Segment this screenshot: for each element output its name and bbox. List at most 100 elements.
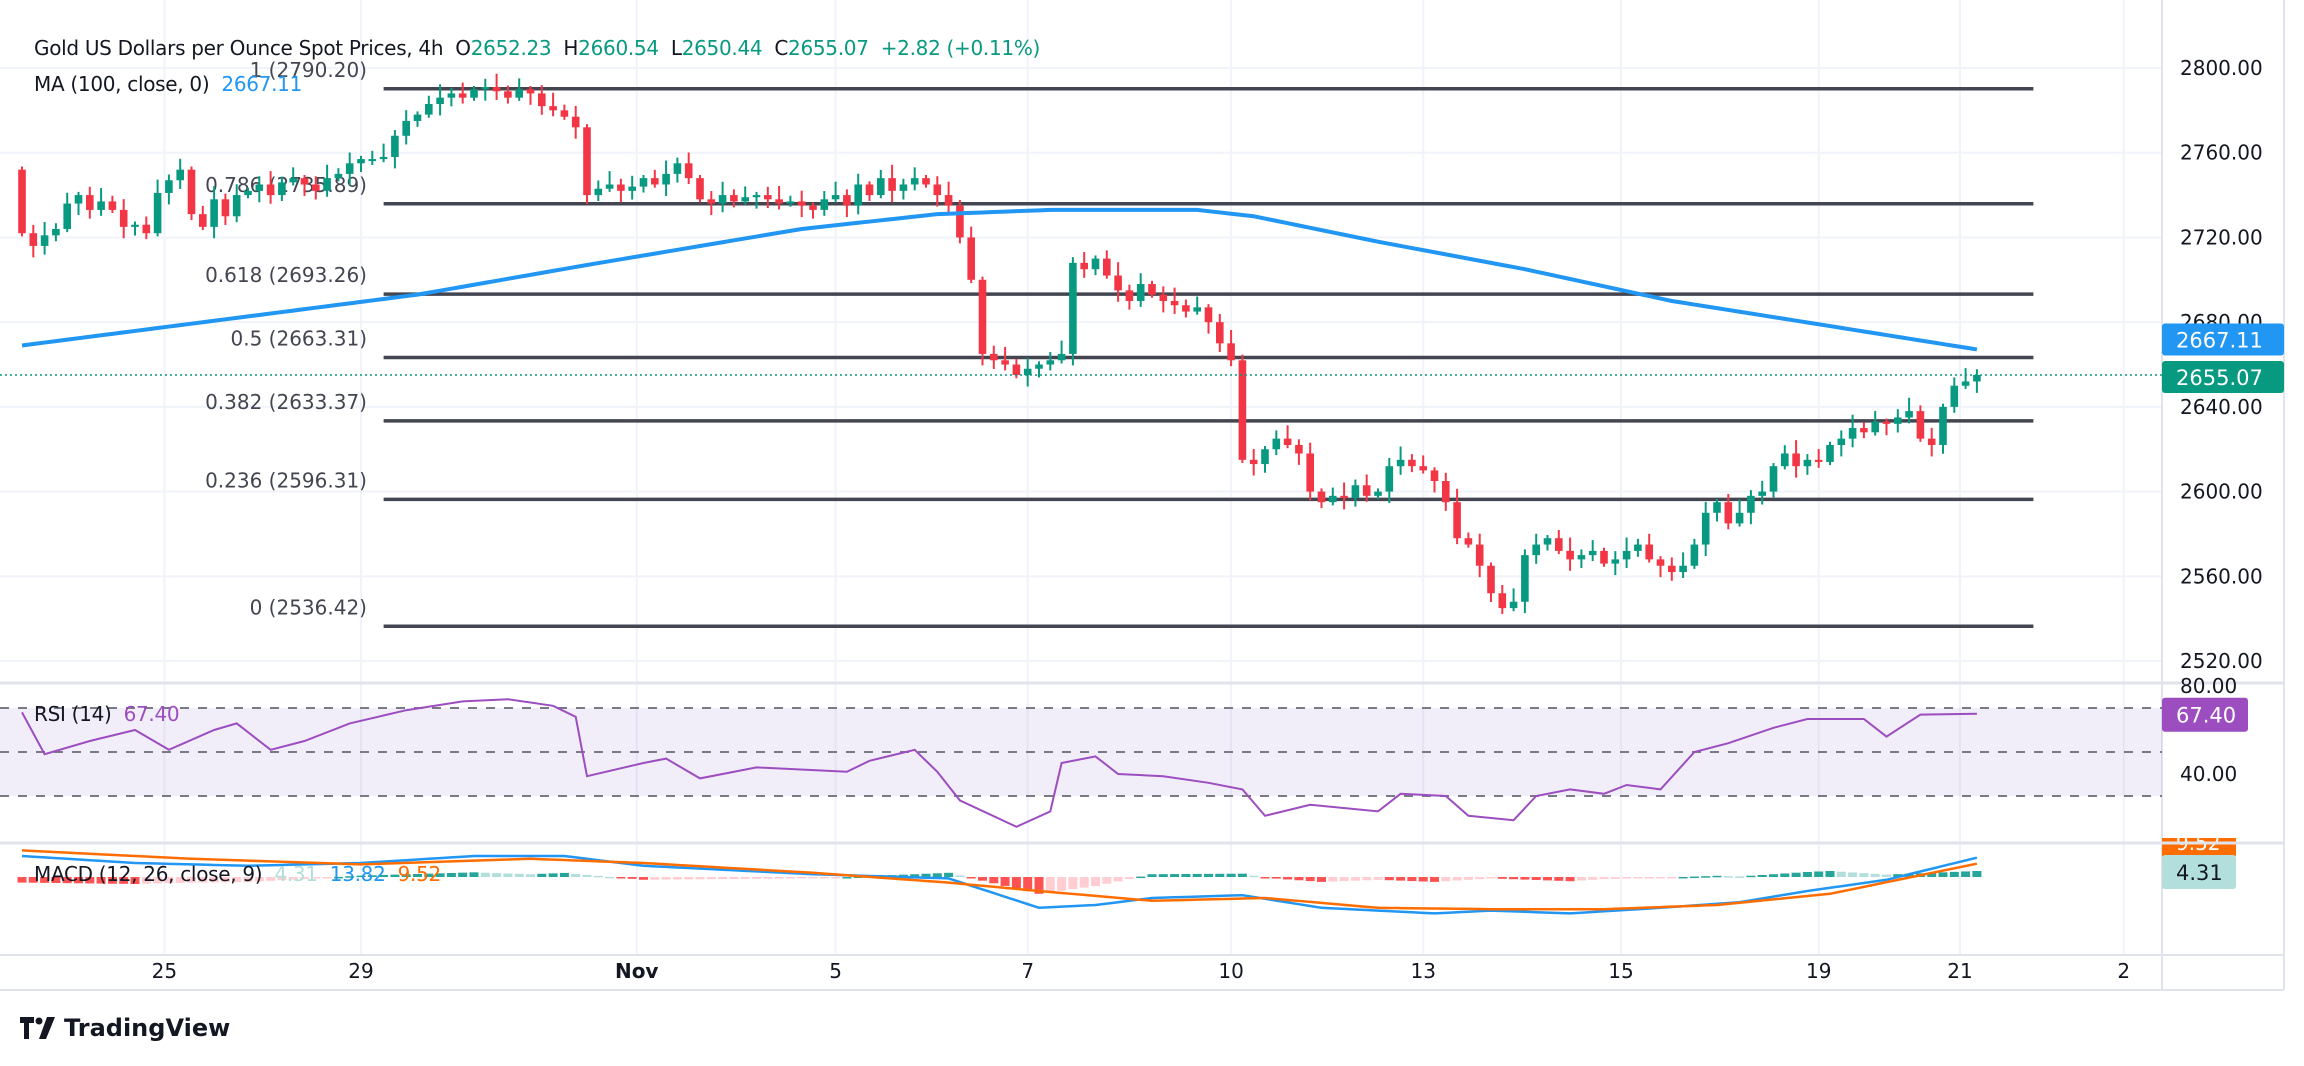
candle-body	[131, 224, 139, 227]
candle-body	[504, 91, 512, 98]
macd-histogram-bar	[1949, 871, 1959, 877]
candle-body	[1701, 512, 1710, 545]
candle-down	[1114, 262, 1122, 302]
candle-down	[18, 166, 26, 237]
macd-histogram-bar	[1260, 877, 1270, 879]
candle-up	[1973, 369, 1981, 393]
open-value: 2652.23	[470, 36, 552, 60]
candle-body	[1046, 360, 1055, 365]
macd-histogram-bar	[1023, 877, 1033, 892]
candle-down	[1159, 286, 1168, 313]
candle-body	[639, 178, 648, 187]
candle-body	[1249, 459, 1258, 465]
candle-up	[425, 95, 433, 118]
candle-body	[1351, 485, 1360, 498]
macd-histogram-bar	[446, 872, 456, 877]
candle-body	[662, 173, 670, 185]
candle-up	[605, 171, 614, 192]
macd-histogram-bar	[1486, 877, 1496, 879]
candle-down	[865, 181, 874, 202]
candle-body	[752, 195, 761, 198]
candle-body	[481, 87, 490, 90]
macd-legend[interactable]: MACD (12, 26, close, 9) 4.31 13.82 9.52	[34, 862, 447, 886]
candle-body	[831, 195, 840, 200]
candle-up	[831, 181, 840, 203]
candle-down	[764, 186, 772, 208]
candle-up	[436, 84, 444, 116]
candle-body	[1103, 258, 1111, 276]
candle-body	[1295, 445, 1303, 454]
macd-histogram-bar	[1689, 876, 1699, 879]
macd-histogram-bar	[1136, 876, 1146, 879]
macd-histogram-bar	[1588, 877, 1598, 880]
candle-up	[786, 195, 795, 207]
candle-up	[1023, 357, 1032, 387]
macd-histogram-bar	[808, 877, 818, 879]
candle-body	[1713, 502, 1721, 513]
rsi-axis-label: 80.00	[2180, 674, 2237, 698]
macd-histogram-bar	[1836, 871, 1846, 877]
tradingview-logo[interactable]: TradingView	[20, 1014, 230, 1042]
candle-body	[165, 180, 173, 193]
candle-body	[492, 87, 501, 92]
candle-body	[97, 201, 105, 210]
macd-histogram-bar	[1373, 877, 1383, 880]
candle-body	[538, 93, 546, 107]
fib-level-label: 0.236 (2596.31)	[205, 468, 367, 492]
candle-body	[1329, 495, 1337, 503]
time-axis-label: 29	[348, 959, 373, 983]
candle-up	[1543, 535, 1552, 551]
candle-up	[1509, 588, 1518, 612]
candle-body	[1577, 555, 1586, 560]
candle-down	[1362, 474, 1371, 502]
last-price-badge: 2655.07	[2162, 360, 2284, 393]
price-axis-label: 2600.00	[2180, 480, 2263, 504]
candle-body	[1792, 453, 1800, 467]
macd-histogram-bar	[28, 877, 38, 883]
candle-body	[526, 89, 535, 94]
candle-body	[741, 197, 749, 202]
candle-body	[1747, 495, 1755, 513]
candle-down	[1216, 313, 1224, 353]
candle-down	[967, 226, 975, 283]
candle-body	[470, 89, 478, 98]
badge-bg	[2162, 697, 2248, 732]
candle-down	[1170, 287, 1179, 314]
candle-up	[232, 184, 241, 223]
macd-histogram-bar	[1463, 877, 1473, 880]
candle-up	[63, 192, 71, 233]
macd-histogram-bar	[220, 877, 230, 883]
macd-histogram-bar	[559, 872, 569, 877]
candle-body	[594, 188, 603, 196]
macd-histogram-bar	[831, 877, 841, 879]
candle-body	[1069, 262, 1077, 354]
macd-histogram-bar	[153, 877, 163, 884]
candle-down	[199, 205, 207, 231]
candle-up	[718, 181, 727, 213]
candle-down	[86, 186, 94, 219]
macd-histogram-bar	[164, 877, 174, 884]
candle-body	[1362, 485, 1371, 496]
candle-down	[1487, 562, 1495, 602]
macd-histogram-bar	[910, 874, 920, 877]
rsi-legend[interactable]: RSI (14) 67.40	[34, 702, 185, 726]
macd-histogram-bar	[966, 877, 976, 879]
candle-up	[176, 158, 184, 189]
candle-body	[1826, 445, 1834, 462]
candle-body	[425, 104, 433, 115]
candle-body	[312, 184, 320, 191]
macd-histogram-bar	[1271, 877, 1281, 879]
candle-body	[1035, 364, 1043, 369]
time-axis-label: 21	[1947, 959, 1972, 983]
ma-legend[interactable]: MA (100, close, 0) 2667.11	[34, 72, 308, 96]
candle-body	[176, 169, 184, 181]
candle-body	[1419, 466, 1427, 471]
candle-down	[1916, 405, 1925, 442]
candle-up	[1690, 538, 1699, 569]
macd-histogram-bar	[1531, 877, 1541, 880]
macd-histogram-bar	[1961, 871, 1971, 877]
macd-histogram-bar	[288, 877, 298, 880]
macd-histogram-bar	[1396, 877, 1406, 881]
candle-up	[289, 167, 297, 186]
